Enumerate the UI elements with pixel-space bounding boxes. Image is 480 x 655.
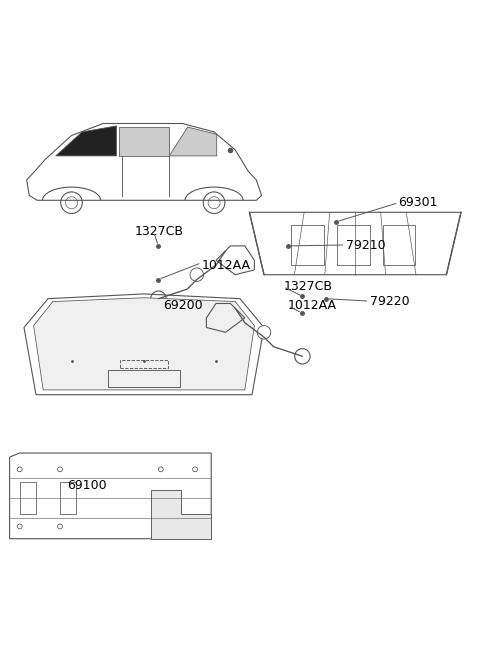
Bar	[60, 481, 76, 514]
Text: 79220: 79220	[370, 295, 409, 308]
Bar	[291, 225, 324, 265]
Text: 69200: 69200	[163, 299, 203, 312]
Text: 79210: 79210	[346, 239, 385, 252]
Circle shape	[151, 291, 166, 307]
Text: 1327CB: 1327CB	[134, 225, 183, 238]
Polygon shape	[56, 126, 116, 156]
Bar	[337, 225, 370, 265]
Text: 69100: 69100	[67, 479, 107, 493]
Polygon shape	[119, 127, 169, 156]
Text: 1012AA: 1012AA	[288, 299, 337, 312]
Polygon shape	[34, 298, 254, 390]
Bar	[20, 481, 36, 514]
Text: 1012AA: 1012AA	[202, 259, 251, 272]
Circle shape	[257, 326, 271, 339]
Circle shape	[295, 348, 310, 364]
Polygon shape	[151, 490, 211, 538]
Bar	[383, 225, 415, 265]
Bar	[120, 360, 168, 368]
Bar	[108, 369, 180, 387]
Polygon shape	[169, 127, 217, 156]
Circle shape	[190, 268, 204, 282]
Text: 1327CB: 1327CB	[283, 280, 332, 293]
Text: 69301: 69301	[398, 196, 438, 209]
